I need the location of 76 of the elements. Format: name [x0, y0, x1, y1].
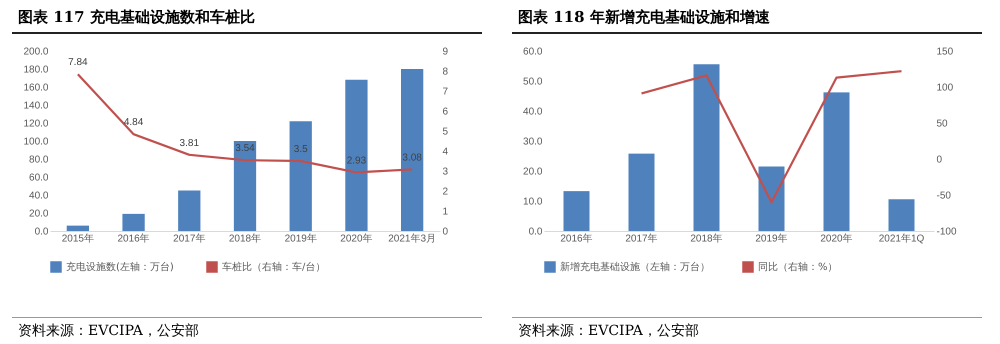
bar	[758, 166, 784, 231]
bar	[694, 64, 720, 231]
y-tick-label: 60.0	[523, 46, 543, 58]
chart-title: 图表 117 充电基础设施数和车桩比	[12, 4, 482, 34]
bar	[178, 190, 200, 231]
y2-tick-label: 50	[936, 118, 948, 130]
data-label: 3.08	[402, 152, 422, 164]
y-tick-label: 80.0	[29, 154, 49, 166]
data-label: 3.5	[294, 144, 308, 155]
data-label: 2.93	[346, 155, 367, 166]
legend-label: 新增充电基础设施（左轴：万台）	[560, 261, 710, 273]
text: 资料来源：EVCIPA，公安部	[12, 317, 482, 340]
bar	[122, 214, 145, 231]
legend-label: 充电设施数(左轴：万台)	[66, 261, 174, 273]
bar	[345, 80, 368, 231]
x-tick-label: 2021年1Q	[878, 232, 925, 244]
y2-tick-label: 6	[442, 106, 448, 118]
y2-tick-label: 150	[936, 46, 954, 58]
x-tick-label: 2015年	[62, 232, 94, 244]
y-tick-label: 0.0	[34, 226, 49, 238]
y2-tick-label: 3	[442, 166, 448, 178]
bar	[234, 141, 256, 231]
bar	[401, 69, 424, 231]
y-tick-label: 140.0	[23, 100, 49, 112]
y-tick-label: 30.0	[523, 136, 543, 148]
y2-tick-label: 100	[936, 82, 954, 94]
bar	[66, 226, 89, 231]
y2-tick-label: 4	[442, 146, 448, 158]
y2-tick-label: 7	[442, 86, 448, 98]
y-tick-label: 180.0	[23, 64, 49, 76]
data-label: 3.54	[235, 143, 256, 154]
y-tick-label: 0.0	[528, 226, 543, 238]
y-tick-label: 100.0	[23, 136, 49, 148]
text: 资料来源：EVCIPA，公安部	[512, 317, 982, 340]
line-series	[640, 70, 903, 204]
y2-tick-label: 0	[442, 226, 448, 238]
x-tick-label: 2021年3月	[388, 232, 436, 244]
bar	[888, 199, 914, 231]
y2-tick-label: 9	[442, 46, 448, 58]
x-tick-label: 2019年	[755, 232, 788, 244]
y-tick-label: 200.0	[23, 46, 49, 58]
data-label: 3.81	[180, 138, 200, 149]
data-label: 7.84	[68, 57, 88, 68]
legend-label: 车桩比（右轴：车/台）	[222, 261, 326, 273]
x-tick-label: 2018年	[228, 232, 262, 244]
y2-tick-label: 8	[442, 66, 448, 78]
x-tick-label: 2017年	[625, 232, 658, 244]
y2-tick-label: 1	[442, 206, 448, 218]
x-tick-label: 2016年	[560, 232, 593, 244]
x-tick-label: 2017年	[173, 232, 206, 244]
y2-tick-label: 2	[442, 186, 448, 198]
x-tick-label: 2018年	[690, 232, 723, 244]
bar	[628, 154, 654, 231]
bar	[290, 121, 312, 231]
chart-title: 图表 118 年新增充电基础设施和增速	[512, 4, 982, 34]
y2-tick-label: 0	[936, 154, 942, 166]
y-tick-label: 20.0	[523, 166, 543, 178]
x-tick-label: 2016年	[117, 232, 150, 244]
x-tick-label: 2020年	[340, 232, 373, 244]
y-tick-label: 40.0	[523, 106, 543, 118]
bar	[564, 191, 590, 231]
y-tick-label: 50.0	[523, 76, 543, 88]
x-tick-label: 2019年	[284, 232, 317, 244]
y2-tick-label: -50	[936, 190, 952, 202]
y-tick-label: 40.0	[29, 190, 49, 202]
y-tick-label: 20.0	[29, 208, 49, 220]
bar	[824, 92, 850, 231]
y2-tick-label: -100	[936, 226, 957, 238]
y-tick-label: 160.0	[23, 82, 49, 94]
y-tick-label: 120.0	[23, 118, 49, 130]
data-label: 4.84	[124, 117, 144, 128]
x-tick-label: 2020年	[820, 232, 853, 244]
y2-tick-label: 5	[442, 126, 448, 138]
y-tick-label: 60.0	[29, 172, 49, 184]
y-tick-label: 10.0	[523, 196, 543, 208]
legend-label: 同比（右轴：%）	[758, 261, 838, 273]
